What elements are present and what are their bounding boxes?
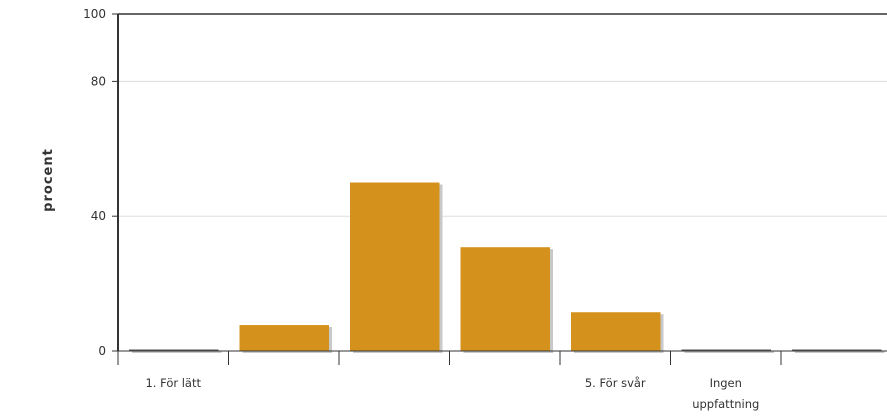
bar: [792, 349, 882, 351]
x-category-label: 5. För svår: [585, 376, 646, 390]
bar: [350, 182, 440, 351]
y-axis-label: procent: [41, 148, 56, 212]
bar-shadow: [132, 351, 222, 353]
grid-lines: [118, 13, 887, 217]
bar: [571, 312, 661, 351]
y-tick-label: 80: [91, 74, 106, 88]
axes: [112, 13, 887, 365]
y-tick-label: 100: [83, 7, 106, 21]
x-tick-labels: 1. För lätt 5. För svår Ingen uppfattning: [145, 376, 759, 411]
y-tick-labels: 0 40 80 100: [83, 7, 106, 358]
bar: [460, 247, 550, 351]
y-tick-label: 40: [91, 209, 106, 223]
bar-shadow: [795, 351, 885, 353]
bars: [129, 182, 885, 353]
x-category-label: 1. För lätt: [145, 376, 201, 390]
bar: [239, 325, 329, 351]
bar: [681, 349, 771, 351]
bar: [129, 349, 219, 351]
x-category-label: uppfattning: [692, 397, 759, 411]
bar-shadow: [684, 351, 774, 353]
x-category-label: Ingen: [710, 376, 742, 390]
y-tick-label: 0: [98, 344, 106, 358]
